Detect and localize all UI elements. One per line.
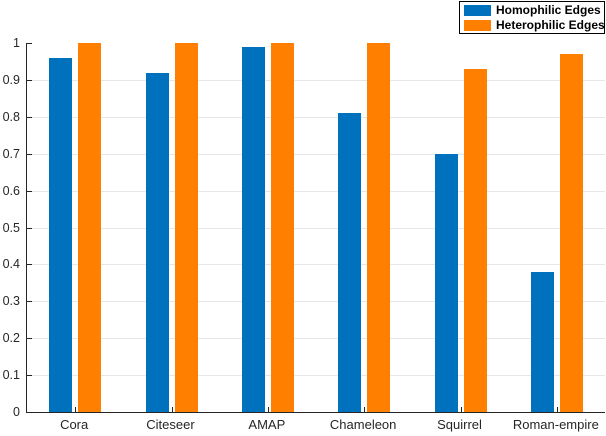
bar-homophilic-roman-empire [530,271,554,412]
y-tick-label: 0.2 [2,331,20,346]
legend: Homophilic Edges Heterophilic Edges [459,1,605,34]
legend-swatch-homophilic-icon [464,4,491,16]
legend-label-heterophilic: Heterophilic Edges [496,18,605,32]
bar-heterophilic-cora [78,43,102,412]
y-tick-label: 0.5 [2,220,20,235]
y-tick-label: 0.9 [2,72,20,87]
bar-heterophilic-citeseer [174,43,198,412]
gridline [27,153,605,155]
x-tick-label: Citeseer [146,417,195,432]
y-tick-label: 0.4 [2,257,20,272]
x-tick [460,407,462,412]
gridline [27,338,605,340]
bar-homophilic-cora [49,57,73,412]
gridline [27,79,605,81]
gridline [27,116,605,118]
y-tick-label: 0.8 [2,109,20,124]
x-tick [171,407,173,412]
legend-label-homophilic: Homophilic Edges [496,3,601,17]
bar-heterophilic-amap [270,43,294,412]
y-tick [27,264,32,266]
bar-heterophilic-squirrel [463,68,487,412]
legend-item-homophilic-edges: Homophilic Edges [460,3,604,17]
y-tick-label: 0 [13,405,20,419]
gridline [27,264,605,266]
y-tick-label: 0.6 [2,183,20,198]
gridline [27,227,605,229]
gridline [27,301,605,303]
gridline [27,190,605,192]
x-tick-label: Cora [60,417,89,432]
y-tick [27,43,32,44]
plot-area [26,43,605,413]
bar-homophilic-squirrel [434,153,458,412]
x-tick-label: Roman-empire [512,417,599,432]
y-tick [27,375,32,377]
y-tick [27,190,32,192]
y-tick-label: 0.1 [2,368,20,383]
y-tick-label: 0.7 [2,146,20,161]
x-tick [364,407,366,412]
bar-homophilic-citeseer [145,72,169,412]
y-tick-label: 0.3 [2,294,20,309]
bar-heterophilic-chameleon [367,43,391,412]
x-tick-label: AMAP [248,417,286,432]
y-tick-label: 1 [13,36,20,50]
y-tick [27,338,32,340]
gridline [27,375,605,377]
bar-homophilic-amap [241,46,265,412]
x-tick-label: Chameleon [329,417,397,432]
x-tick [267,407,269,412]
x-tick [75,407,77,412]
y-tick [27,79,32,81]
y-tick [27,227,32,229]
bar-homophilic-chameleon [338,113,362,412]
y-tick [27,153,32,155]
y-tick [27,116,32,118]
x-tick-label: Squirrel [437,417,482,432]
bar-heterophilic-roman-empire [559,54,583,412]
x-tick [556,407,558,412]
legend-item-heterophilic-edges: Heterophilic Edges [460,18,605,32]
legend-swatch-heterophilic-icon [464,19,491,31]
y-tick [27,301,32,303]
